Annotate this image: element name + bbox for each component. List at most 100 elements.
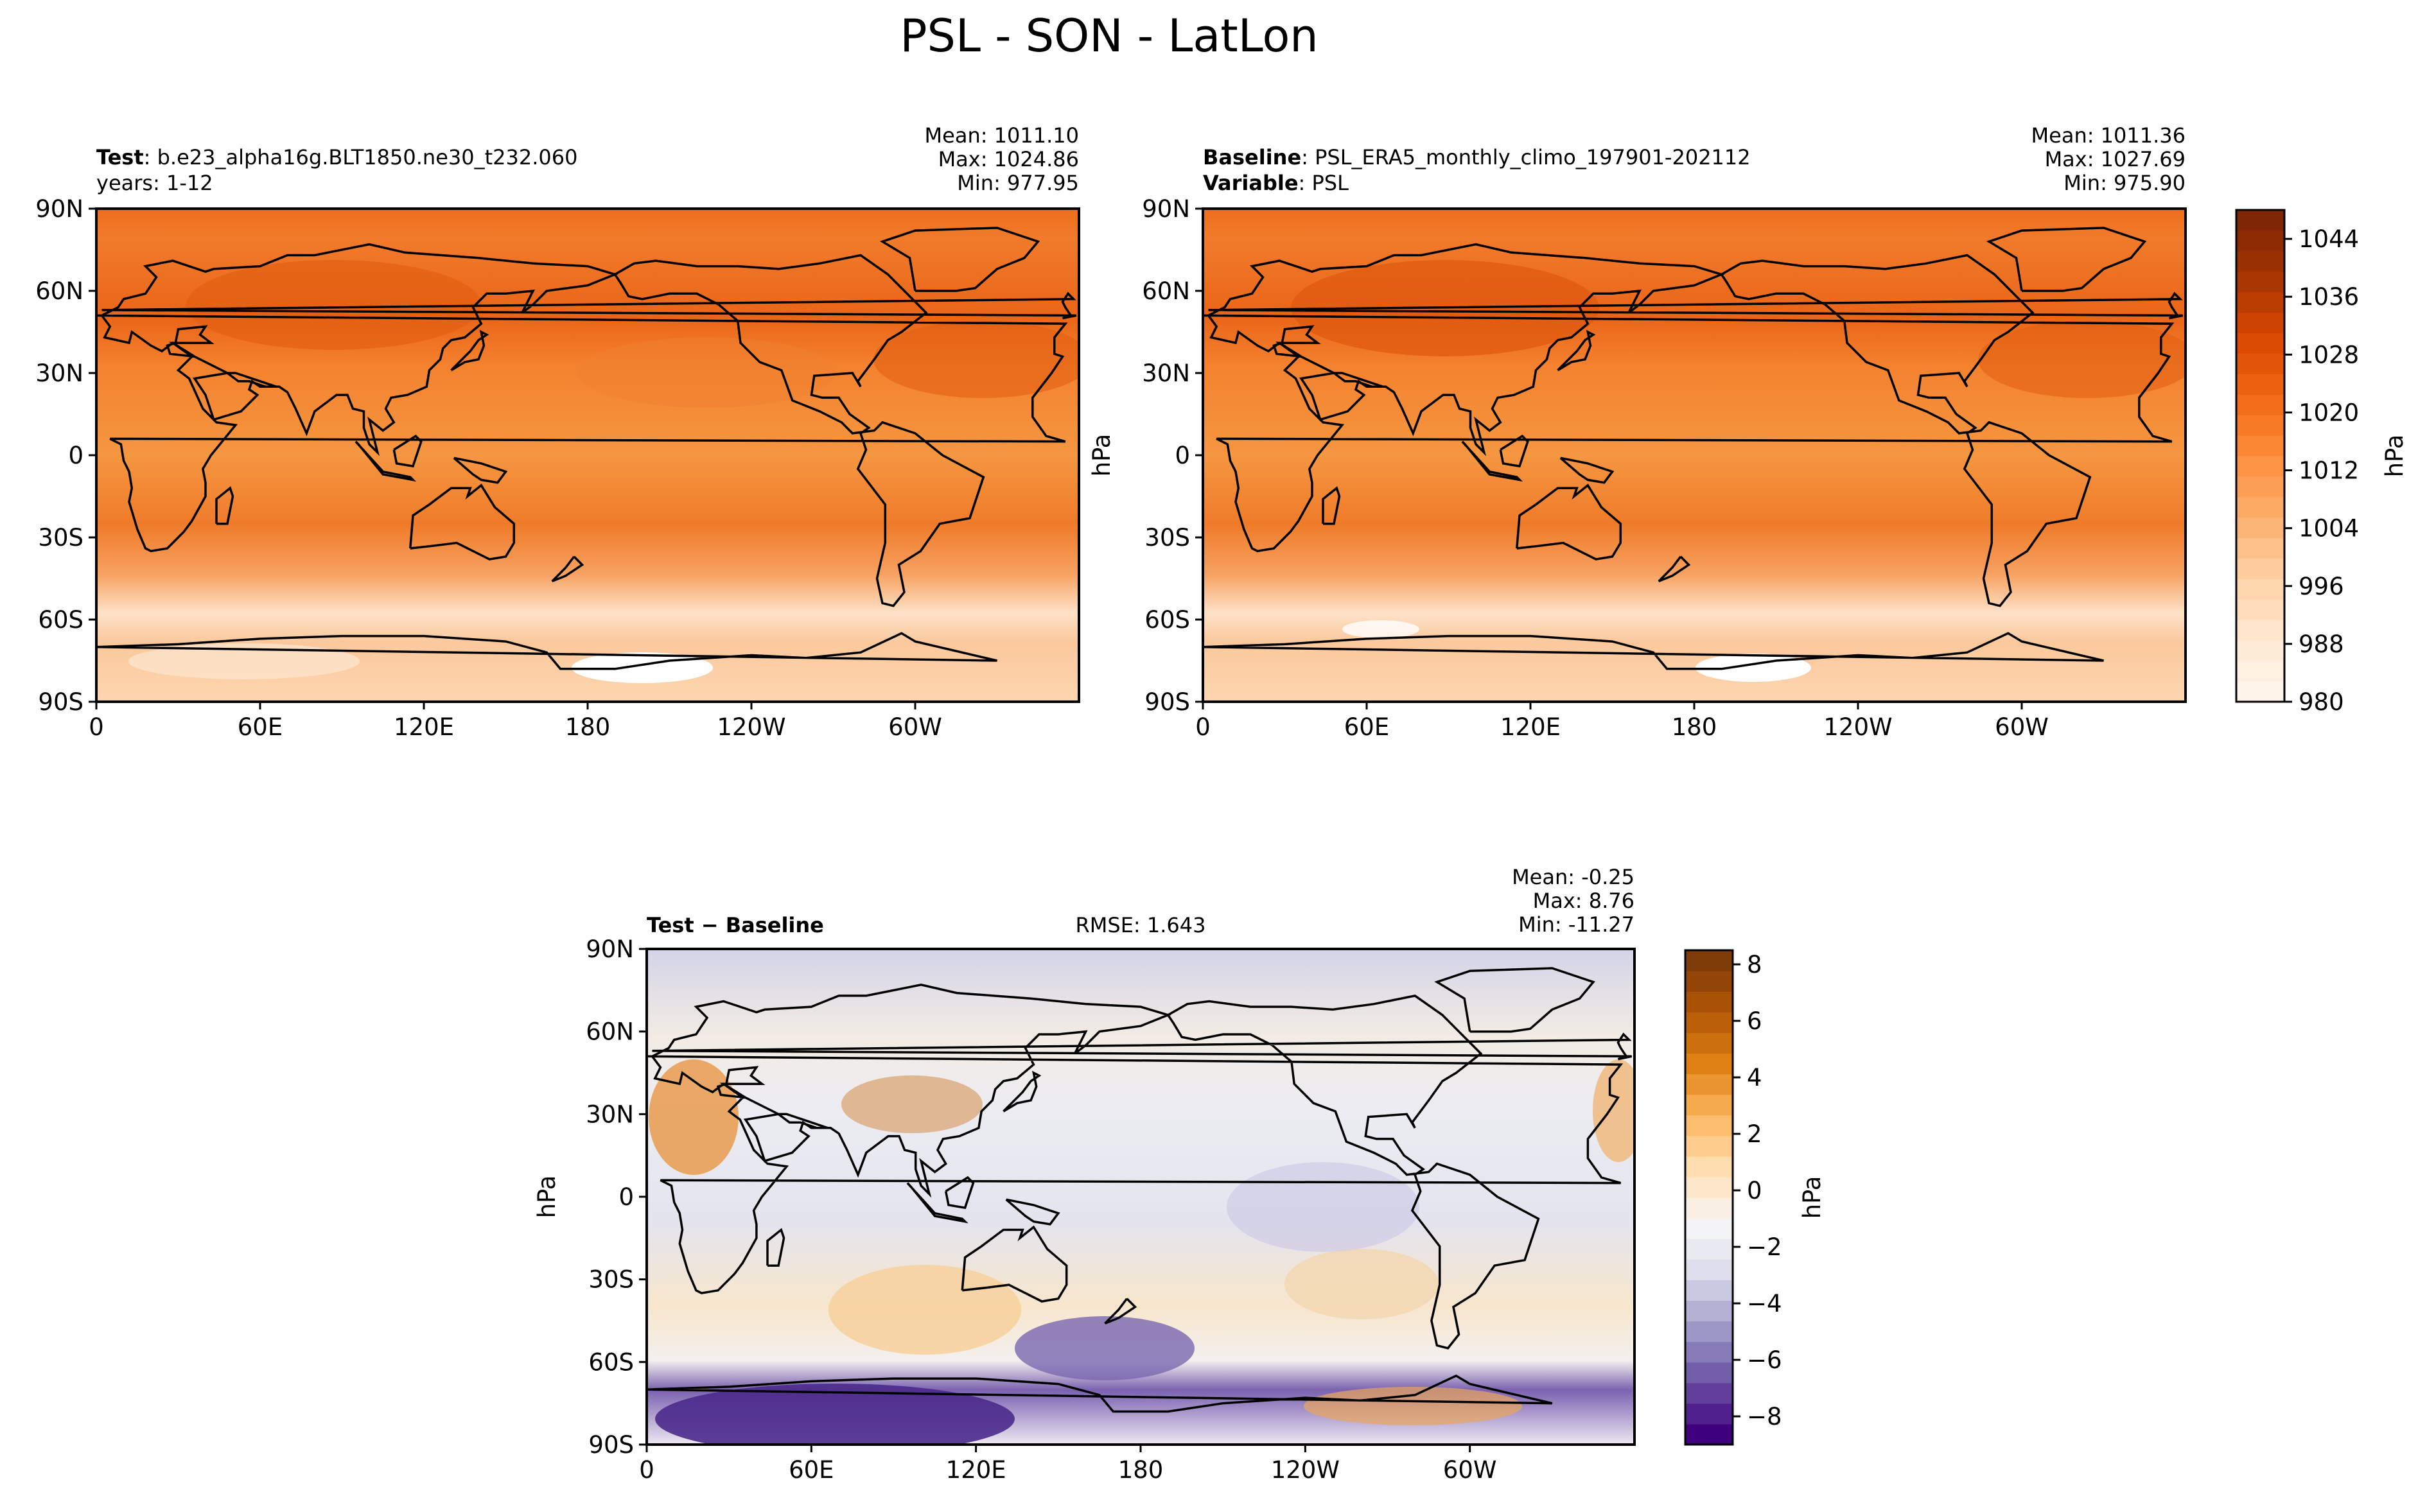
test-mean: Mean: 1011.10 (925, 123, 1079, 148)
colorbar-band (1685, 971, 1733, 992)
colorbar-band (2236, 578, 2284, 600)
baseline-lat-axis: 90N 60N 30N 0 30S 60S 90S (1142, 195, 1203, 716)
lon-tick-label: 120W (717, 713, 785, 741)
diff-colorbar: −8 −6 −4 −2 0 2 4 6 8 hPa (1684, 949, 1826, 1446)
diff-ylabel: hPa (533, 1176, 561, 1219)
baseline-lon-axis: 0 60E 120E 180 120W 60W (1195, 702, 2049, 741)
lon-tick-label: 120E (946, 1456, 1006, 1484)
colorbar-band (2236, 558, 2284, 580)
abs-colorbar: 980 988 996 1004 1012 1020 1028 1036 1044 hPa (2235, 209, 2408, 716)
lon-tick-label: 180 (565, 713, 611, 741)
lat-tick-label: 0 (68, 442, 83, 469)
colorbar-tick-label: −8 (1747, 1403, 1782, 1430)
colorbar-band (2236, 620, 2284, 641)
diff-rmse: RMSE: 1.643 (1076, 913, 1206, 937)
colorbar-band (2236, 599, 2284, 620)
baseline-variable: Variable: PSL (1203, 171, 1349, 195)
lat-tick-label: 60N (35, 277, 83, 305)
abs-colorbar-frame (2235, 209, 2286, 703)
colorbar-band (2236, 640, 2284, 661)
colorbar-tick-label: 1036 (2299, 283, 2359, 311)
colorbar-band (1685, 1382, 1733, 1404)
test-panel: Test: b.e23_alpha16g.BLT1850.ne30_t232.0… (35, 123, 1080, 741)
colorbar-tick-label: 996 (2299, 573, 2344, 600)
colorbar-band (2236, 374, 2284, 395)
lat-tick-label: 30S (588, 1266, 634, 1294)
colorbar-tick-label: 988 (2299, 630, 2344, 658)
colorbar-band (2236, 333, 2284, 354)
test-coastline (96, 227, 1077, 670)
lon-tick-label: 0 (639, 1456, 654, 1484)
lon-tick-label: 60E (1344, 713, 1389, 741)
diff-lon-axis: 0 60E 120E 180 120W 60W (639, 1445, 1497, 1484)
colorbar-tick-label: 1020 (2299, 399, 2359, 426)
lon-tick-label: 120W (1271, 1456, 1340, 1484)
lat-tick-label: 90N (586, 935, 634, 963)
lon-tick-label: 60W (1995, 713, 2049, 741)
colorbar-tick-label: 1012 (2299, 457, 2359, 485)
colorbar-band (1685, 1280, 1733, 1301)
test-min: Min: 977.95 (957, 171, 1079, 195)
test-years: years: 1-12 (96, 171, 213, 195)
abs-colorbar-bands (2236, 210, 2284, 702)
test-map-field (96, 209, 1079, 702)
baseline-mean: Mean: 1011.36 (2031, 123, 2186, 148)
colorbar-band (1685, 1094, 1733, 1116)
colorbar-tick-label: −6 (1747, 1346, 1782, 1374)
colorbar-band (1685, 1238, 1733, 1260)
figure-title: PSL - SON - LatLon (900, 10, 1318, 62)
colorbar-band (1685, 1341, 1733, 1363)
diff-min: Min: -11.27 (1518, 912, 1634, 937)
lat-tick-label: 30N (35, 360, 83, 387)
lat-tick-label: 60N (586, 1018, 634, 1046)
test-label: Test: b.e23_alpha16g.BLT1850.ne30_t232.0… (96, 145, 577, 169)
colorbar-band (2236, 312, 2284, 334)
colorbar-band (2236, 456, 2284, 477)
colorbar-band (2236, 681, 2284, 702)
lat-tick-label: 60S (1144, 606, 1190, 634)
diff-colorbar-frame (1684, 949, 1734, 1446)
colorbar-band (1685, 1156, 1733, 1177)
colorbar-tick-label: 0 (1747, 1177, 1762, 1204)
baseline-label: Baseline: PSL_ERA5_monthly_climo_197901-… (1203, 145, 1751, 169)
colorbar-band (1685, 1300, 1733, 1322)
colorbar-band (1685, 1176, 1733, 1198)
lat-tick-label: 90S (1144, 688, 1190, 716)
lon-tick-label: 180 (1672, 713, 1717, 741)
colorbar-tick-label: −2 (1747, 1233, 1782, 1261)
colorbar-band (2236, 517, 2284, 539)
colorbar-band (1685, 1115, 1733, 1136)
lat-tick-label: 90N (35, 195, 83, 223)
baseline-panel: Baseline: PSL_ERA5_monthly_climo_197901-… (1088, 123, 2187, 741)
lon-tick-label: 120E (1500, 713, 1561, 741)
colorbar-band (1685, 1073, 1733, 1095)
lat-tick-label: 30N (1142, 360, 1190, 387)
lat-tick-label: 90S (38, 688, 83, 716)
diff-lat-axis: 90N 60N 30N 0 30S 60S 90S (586, 935, 647, 1459)
diff-colorbar-bands (1685, 950, 1733, 1445)
diff-colorbar-ticks: −8 −6 −4 −2 0 2 4 6 8 (1733, 951, 1782, 1430)
lat-tick-label: 60S (38, 606, 83, 634)
lat-tick-label: 30S (38, 524, 83, 552)
colorbar-band (1685, 950, 1733, 971)
lat-tick-label: 30S (1144, 524, 1190, 552)
diff-map-field (647, 949, 1634, 1445)
colorbar-band (2236, 353, 2284, 374)
colorbar-band (2236, 496, 2284, 518)
lon-tick-label: 60W (1443, 1456, 1497, 1484)
colorbar-tick-label: 980 (2299, 688, 2344, 716)
lon-tick-label: 60W (888, 713, 942, 741)
lon-tick-label: 120E (394, 713, 454, 741)
colorbar-band (1685, 1321, 1733, 1343)
colorbar-band (2236, 661, 2284, 682)
test-lat-axis: 90N 60N 30N 0 30S 60S 90S (35, 195, 96, 716)
colorbar-band (1685, 991, 1733, 1012)
colorbar-tick-label: 1004 (2299, 515, 2359, 543)
colorbar-band (1685, 1218, 1733, 1239)
lon-tick-label: 120W (1823, 713, 1892, 741)
diff-max: Max: 8.76 (1533, 889, 1634, 913)
test-max: Max: 1024.86 (938, 147, 1079, 171)
lat-tick-label: 0 (1175, 442, 1190, 469)
colorbar-band (1685, 1423, 1733, 1445)
